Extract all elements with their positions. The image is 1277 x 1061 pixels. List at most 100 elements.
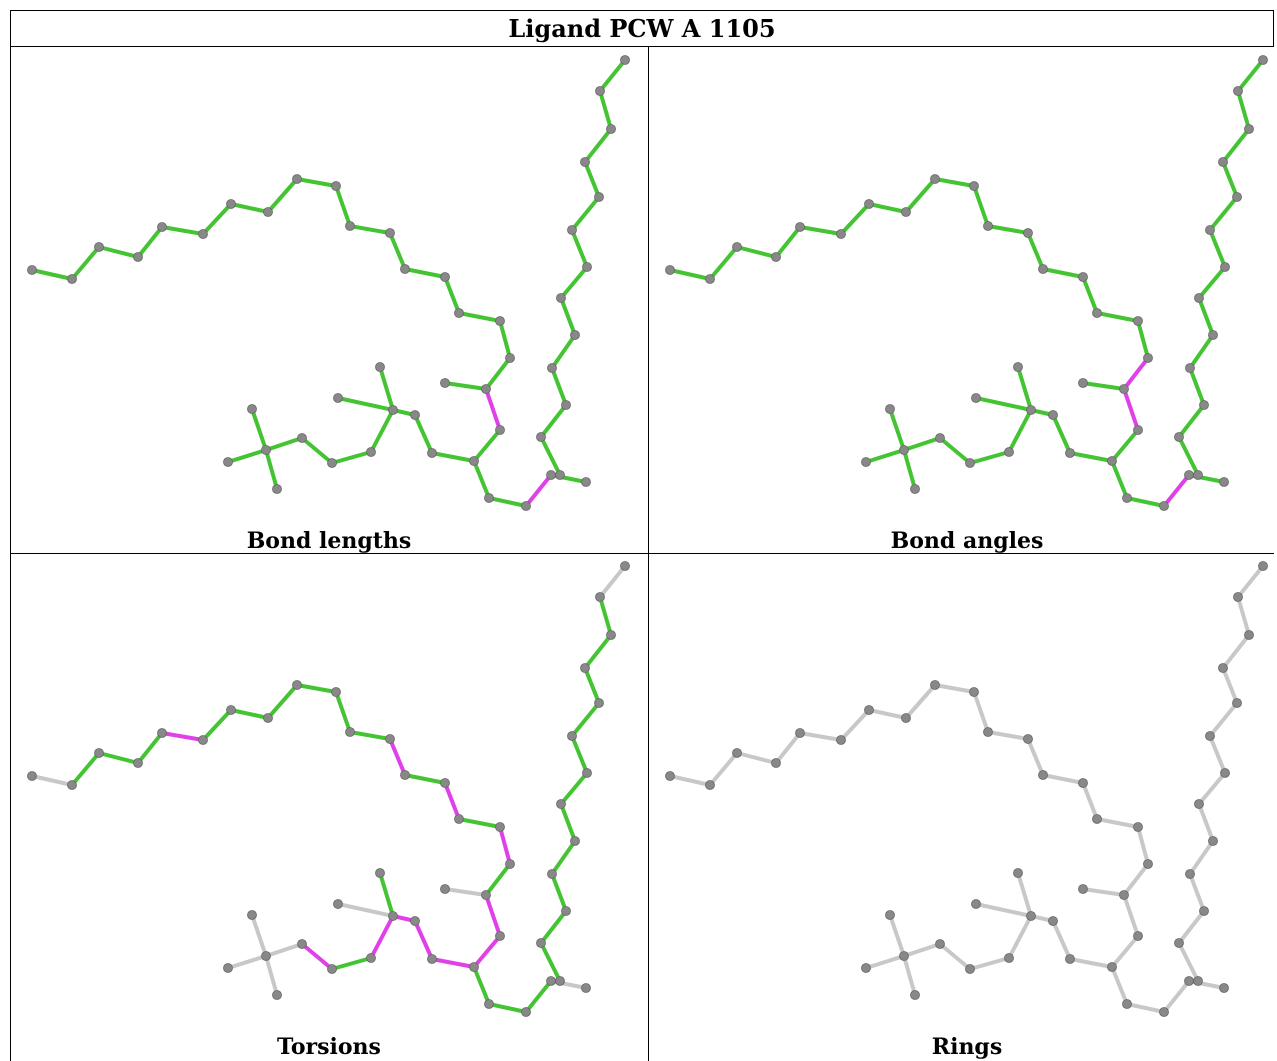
bond-25: [539, 403, 568, 439]
bond-11: [388, 737, 407, 777]
bond-45: [250, 407, 268, 452]
bond-13: [443, 275, 461, 315]
atom-1: [705, 274, 715, 284]
atom-23: [1219, 477, 1229, 487]
atom-10: [345, 727, 355, 737]
bond-16: [1122, 862, 1150, 897]
bond-34: [1236, 595, 1251, 637]
bond-0: [668, 774, 712, 787]
atom-37: [1078, 378, 1088, 388]
bond-25: [1177, 909, 1206, 945]
atom-1: [705, 780, 715, 790]
atom-43: [261, 951, 271, 961]
atom-6: [226, 199, 236, 209]
atom-6: [864, 199, 874, 209]
atom-28: [1208, 330, 1218, 340]
atom-16: [1143, 859, 1153, 869]
bond-33: [583, 127, 613, 164]
bond-6: [229, 708, 270, 720]
atom-32: [594, 698, 604, 708]
bond-48: [974, 902, 1033, 918]
bond-19: [1110, 965, 1129, 1006]
atom-14: [1092, 814, 1102, 824]
bond-46: [264, 448, 279, 491]
bond-6: [229, 202, 270, 214]
atom-47: [1013, 868, 1023, 878]
bond-35: [1236, 58, 1265, 93]
atom-21: [521, 501, 531, 511]
bond-40: [369, 408, 395, 454]
atom-22: [1184, 976, 1194, 986]
atom-27: [547, 869, 557, 879]
atom-7: [901, 207, 911, 217]
atom-44: [223, 963, 233, 973]
bond-44: [864, 954, 906, 970]
bond-8: [295, 177, 338, 188]
atom-21: [1159, 501, 1169, 511]
atom-4: [795, 222, 805, 232]
bond-48: [336, 902, 395, 918]
atom-5: [198, 229, 208, 239]
atom-42: [935, 939, 945, 949]
bond-2: [97, 751, 140, 765]
atom-38: [427, 448, 437, 458]
atom-4: [157, 728, 167, 738]
bond-1: [70, 245, 101, 281]
atom-27: [1185, 363, 1195, 373]
atom-31: [1205, 731, 1215, 741]
atom-40: [366, 953, 376, 963]
atom-4: [795, 728, 805, 738]
atom-46: [272, 484, 282, 494]
atom-8: [930, 174, 940, 184]
atom-17: [1119, 384, 1129, 394]
atom-16: [1143, 353, 1153, 363]
bond-16: [1122, 356, 1150, 391]
atom-30: [582, 262, 592, 272]
atom-1: [67, 780, 77, 790]
bond-45: [888, 913, 906, 958]
atom-17: [481, 890, 491, 900]
bond-40: [1007, 914, 1033, 960]
atom-27: [547, 363, 557, 373]
panel-torsions: Torsions: [12, 554, 646, 1060]
caption-bond-lengths: Bond lengths: [246, 528, 412, 554]
atom-14: [454, 814, 464, 824]
bond-14: [457, 311, 502, 323]
bond-30: [1208, 734, 1227, 775]
atom-27: [1185, 869, 1195, 879]
bond-45: [888, 407, 906, 452]
atom-37: [440, 884, 450, 894]
bond-42: [300, 436, 334, 465]
bond-11: [1026, 231, 1045, 271]
bond-18: [472, 934, 502, 969]
atom-45: [247, 910, 257, 920]
atom-49: [410, 916, 420, 926]
atom-36: [1258, 561, 1268, 571]
atom-18: [495, 931, 505, 941]
bond-28: [559, 802, 577, 843]
bond-13: [443, 781, 461, 821]
bond-28: [559, 296, 577, 337]
bond-10: [986, 730, 1030, 741]
atom-20: [484, 999, 494, 1009]
atom-19: [1107, 456, 1117, 466]
atom-16: [505, 859, 515, 869]
atom-6: [864, 705, 874, 715]
atom-24: [555, 976, 565, 986]
bond-2: [97, 245, 140, 259]
bond-0: [30, 774, 74, 787]
atom-24: [1193, 976, 1203, 986]
atom-3: [771, 252, 781, 262]
atom-6: [226, 705, 236, 715]
bond-0: [30, 268, 74, 281]
bond-13: [1081, 781, 1099, 821]
bond-6: [867, 202, 908, 214]
bond-29: [1197, 771, 1227, 806]
bond-14: [1095, 311, 1140, 323]
bond-8: [295, 683, 338, 694]
atom-10: [345, 221, 355, 231]
atom-18: [1133, 931, 1143, 941]
bond-0: [668, 268, 712, 281]
atom-12: [400, 770, 410, 780]
atom-33: [1218, 157, 1228, 167]
